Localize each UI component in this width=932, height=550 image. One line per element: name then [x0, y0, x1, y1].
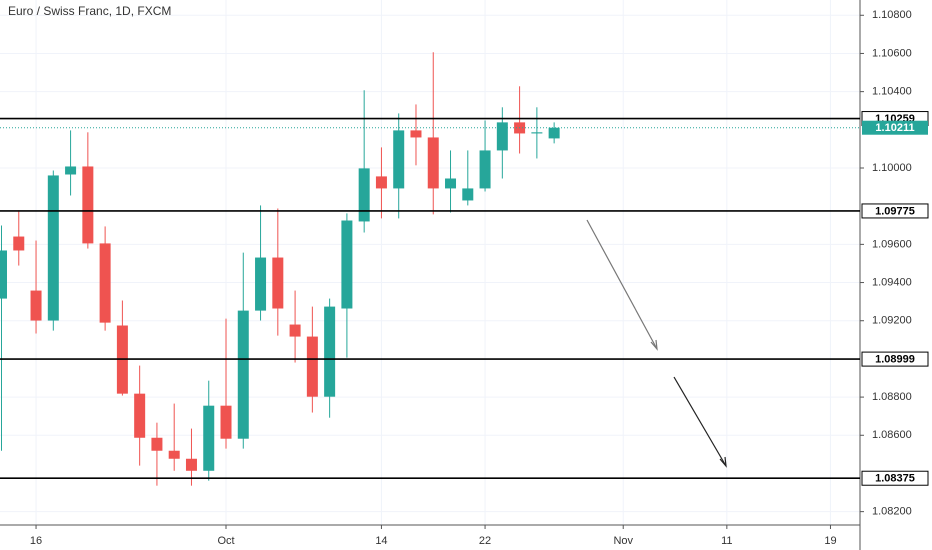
y-tick-label: 1.10400: [872, 86, 912, 98]
x-tick-label: 14: [375, 535, 387, 547]
candle-body: [99, 243, 111, 323]
candle-body: [168, 450, 180, 459]
last-price-box: [862, 120, 928, 135]
x-tick-label: 16: [30, 535, 42, 547]
y-tick-label: 1.09200: [872, 315, 912, 327]
x-tick-label: Oct: [217, 535, 234, 547]
candle-body: [82, 166, 94, 244]
candle-body: [306, 336, 318, 397]
candle-body: [496, 122, 508, 151]
candle-body: [341, 220, 353, 309]
plot: [0, 52, 560, 486]
candle-body: [203, 405, 215, 471]
last-price-label: 1.10211: [875, 122, 914, 134]
arrow-head: [650, 339, 658, 351]
y-tick-label: 1.08800: [872, 391, 912, 403]
x-tick-label: 11: [721, 535, 732, 547]
candle-body: [272, 257, 284, 309]
grid: [0, 0, 860, 525]
candle-body: [255, 257, 267, 311]
candle-body: [30, 290, 42, 321]
arrow: [586, 219, 658, 350]
level-label-box: [861, 203, 929, 219]
candle-body: [151, 437, 163, 451]
candle-body: [289, 324, 301, 337]
candle-body: [479, 150, 491, 189]
level-label: 1.08375: [875, 473, 915, 485]
candle-body: [47, 175, 59, 321]
x-tick-label: 19: [824, 535, 836, 547]
candle-body: [220, 405, 232, 439]
chart-title: Euro / Swiss Franc, 1D, FXCM: [8, 4, 171, 18]
candle-body: [445, 178, 457, 189]
candle-body: [237, 310, 249, 439]
candle-body: [410, 130, 422, 138]
candle-body: [185, 458, 197, 471]
candle-body: [324, 306, 336, 397]
candle-body: [393, 130, 405, 189]
level-label: 1.09775: [875, 205, 915, 217]
candle-body: [548, 127, 560, 139]
x-tick-label: Nov: [613, 535, 633, 547]
y-tick-label: 1.10800: [872, 9, 912, 21]
arrow: [673, 376, 727, 467]
level-label-box: [861, 351, 929, 367]
y-tick-label: 1.08200: [872, 506, 912, 518]
candle-body: [462, 188, 474, 201]
candle-body: [358, 168, 370, 222]
y-tick-label: 1.09600: [872, 238, 912, 250]
y-tick-label: 1.09400: [872, 276, 912, 288]
candle-body: [427, 137, 439, 189]
candle-body: [65, 166, 77, 175]
candle-body: [375, 176, 387, 189]
candle-body: [0, 250, 7, 299]
candle-body: [531, 132, 543, 134]
arrow-head: [719, 456, 727, 468]
y-tick-label: 1.10000: [872, 162, 912, 174]
x-tick-label: 22: [479, 535, 491, 547]
candle-body: [134, 393, 146, 438]
candle-body: [13, 236, 25, 251]
y-tick-label: 1.10600: [872, 47, 912, 59]
level-label: 1.08999: [875, 354, 915, 366]
level-label-box: [861, 470, 929, 486]
y-tick-label: 1.08600: [872, 429, 912, 441]
